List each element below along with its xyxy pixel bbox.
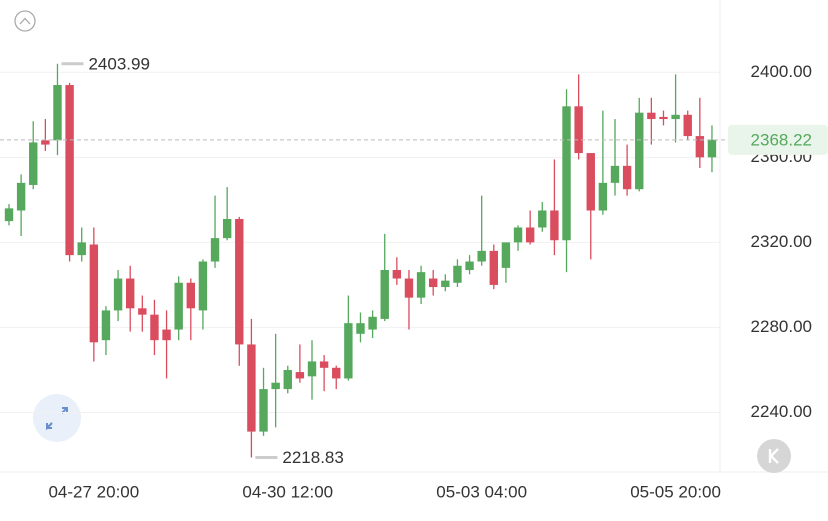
- candle-body: [4, 208, 14, 222]
- candle-body: [101, 310, 111, 341]
- last-price-label: 2368.22: [751, 130, 812, 149]
- candle-body: [392, 270, 402, 279]
- candle-body: [138, 308, 147, 315]
- candle-body: [707, 139, 717, 158]
- candle-body: [283, 369, 292, 390]
- candle-body: [574, 106, 583, 154]
- candle-body: [501, 242, 511, 268]
- y-tick-label: 2280.00: [751, 317, 812, 336]
- candle-body: [562, 106, 571, 241]
- candle-body: [525, 227, 535, 243]
- candle-body: [271, 382, 280, 390]
- candle-body: [295, 372, 305, 379]
- candle-body: [465, 261, 474, 271]
- candle-body: [695, 136, 705, 158]
- y-tick-label: 2320.00: [751, 232, 812, 251]
- candle-body: [41, 140, 50, 145]
- candle-body: [332, 367, 341, 379]
- candle-body: [174, 282, 183, 330]
- candle-body: [550, 210, 559, 241]
- candle-body: [368, 316, 377, 330]
- candle-body: [647, 112, 656, 120]
- candle-body: [247, 344, 256, 432]
- candle-body: [416, 272, 426, 298]
- candle-body: [53, 85, 62, 141]
- candle-body: [477, 250, 486, 262]
- candle-body: [210, 238, 220, 262]
- candle-body: [671, 114, 680, 120]
- candle-body: [513, 227, 523, 243]
- x-tick-label: 04-27 20:00: [48, 482, 139, 501]
- candle-body: [380, 270, 389, 319]
- max-label: 2403.99: [88, 54, 149, 73]
- labels: 2240.002280.002320.002360.002400.0004-27…: [0, 54, 828, 501]
- candles: [4, 63, 717, 458]
- x-tick-label: 05-05 20:00: [630, 482, 721, 501]
- candle-body: [319, 361, 329, 368]
- candle-body: [186, 282, 195, 309]
- kline-button[interactable]: [757, 439, 791, 473]
- candle-body: [635, 112, 644, 190]
- candle-body: [441, 280, 450, 288]
- candle-body: [404, 278, 414, 298]
- fullscreen-button[interactable]: [33, 394, 81, 442]
- candle-body: [29, 142, 38, 185]
- candle-body: [598, 182, 608, 211]
- x-tick-label: 05-03 04:00: [436, 482, 527, 501]
- candle-body: [489, 250, 498, 285]
- y-tick-label: 2400.00: [751, 62, 812, 81]
- candle-body: [77, 242, 86, 256]
- candle-body: [344, 323, 353, 379]
- collapse-button[interactable]: [14, 10, 36, 32]
- candle-body: [683, 114, 692, 137]
- y-tick-label: 2240.00: [751, 402, 812, 421]
- x-tick-label: 04-30 12:00: [242, 482, 333, 501]
- candle-body: [307, 361, 317, 377]
- grid: [0, 71, 720, 413]
- candle-body: [356, 323, 365, 334]
- candle-body: [65, 85, 74, 256]
- candle-body: [453, 265, 462, 283]
- candle-body: [126, 278, 135, 309]
- candle-body: [259, 389, 268, 432]
- candle-body: [150, 314, 159, 341]
- candle-body: [198, 261, 208, 311]
- candle-body: [89, 244, 99, 343]
- candle-body: [429, 278, 438, 288]
- candle-body: [222, 218, 232, 239]
- min-label: 2218.83: [282, 448, 343, 467]
- candle-body: [659, 116, 668, 120]
- candle-body: [235, 218, 244, 345]
- candle-body: [586, 153, 595, 211]
- last-price-tag: [728, 124, 828, 155]
- candle-body: [538, 210, 547, 228]
- candle-body: [610, 165, 620, 183]
- candle-body: [622, 165, 632, 190]
- candle-body: [162, 329, 171, 341]
- candle-body: [16, 182, 26, 211]
- candle-body: [113, 278, 123, 311]
